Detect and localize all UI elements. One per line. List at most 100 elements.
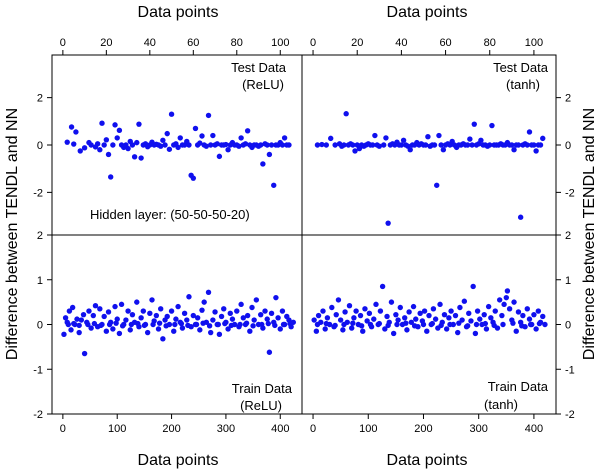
data-point (105, 309, 112, 315)
data-point (113, 320, 119, 326)
data-point (341, 142, 347, 148)
data-point (199, 307, 205, 313)
data-point (491, 322, 497, 329)
panel-annotation-line-2: (tanh) (506, 77, 540, 92)
data-point (342, 309, 348, 315)
x-tick-label: 400 (525, 423, 543, 435)
data-point (357, 312, 364, 319)
data-point (73, 129, 79, 135)
data-point (184, 317, 190, 323)
data-point (277, 326, 283, 332)
data-point (474, 308, 481, 314)
data-point (393, 311, 399, 318)
data-point (468, 318, 474, 324)
data-point (408, 319, 415, 325)
data-point (343, 111, 349, 117)
data-point (205, 112, 212, 119)
data-point (346, 303, 353, 309)
data-point (385, 322, 391, 329)
data-point (332, 142, 338, 148)
data-point (81, 350, 88, 357)
data-point (81, 145, 88, 151)
panel-annotation-line-1: Test Data (231, 60, 287, 75)
data-point (400, 137, 407, 143)
data-point (164, 130, 170, 137)
data-point (101, 313, 107, 320)
data-point (473, 321, 480, 328)
data-point (156, 320, 163, 326)
data-point (515, 142, 522, 148)
data-point (160, 137, 166, 143)
data-point (110, 326, 116, 332)
y-tick-label: 2 (37, 93, 43, 105)
data-point (333, 311, 339, 318)
data-point (441, 311, 448, 318)
data-point (527, 321, 534, 328)
data-point (352, 148, 358, 154)
data-point (376, 320, 383, 327)
data-point (540, 135, 546, 142)
data-point (384, 313, 390, 320)
data-point (244, 128, 251, 134)
data-point (533, 326, 539, 332)
data-point (332, 322, 338, 329)
data-point (513, 328, 519, 334)
data-point (177, 135, 183, 141)
data-point (469, 142, 475, 148)
data-point (395, 317, 401, 323)
data-point (178, 320, 185, 327)
data-point (455, 329, 461, 336)
data-point (411, 323, 418, 329)
x-tick-label: 200 (414, 423, 432, 435)
data-point (172, 321, 178, 328)
data-point (322, 326, 328, 332)
data-point (478, 137, 484, 143)
data-point (166, 146, 173, 152)
data-point (431, 142, 438, 148)
data-point (417, 310, 423, 317)
left-y-axis-title: Difference between TENDL and NN (4, 108, 21, 360)
data-point (266, 349, 273, 355)
data-point (509, 142, 515, 148)
data-point (265, 320, 272, 327)
data-point (535, 308, 542, 314)
data-point (207, 329, 214, 336)
top-right-x-axis-title: Data points (387, 4, 468, 21)
data-point (324, 315, 331, 321)
panel-annotation-line-1: Train Data (488, 379, 549, 394)
data-point (481, 311, 487, 318)
data-point (287, 320, 293, 327)
data-point (140, 308, 147, 314)
panel-annotation-line-1: Test Data (493, 60, 549, 75)
data-point (78, 317, 85, 323)
data-point (131, 154, 138, 160)
data-point (372, 132, 378, 139)
data-point (366, 310, 373, 317)
data-point (201, 299, 207, 305)
data-point (179, 325, 186, 331)
x-tick-label: 100 (271, 37, 289, 49)
y-tick-label: 2 (37, 230, 43, 242)
y-tick-label: 0 (565, 140, 571, 152)
data-point (492, 308, 498, 314)
data-point (517, 214, 524, 220)
x-tick-label: 40 (144, 37, 156, 49)
y-tick-label: 2 (565, 230, 571, 242)
panel-annotation-line-2: (ReLU) (242, 77, 284, 92)
data-point (464, 142, 471, 148)
data-point (149, 297, 155, 303)
data-point (457, 304, 463, 311)
data-point (461, 298, 468, 304)
data-point (222, 320, 228, 327)
data-point (74, 316, 80, 322)
data-point (66, 308, 73, 314)
panel-annotation-line-1: Train Data (232, 381, 293, 396)
data-point (162, 142, 168, 148)
data-point (197, 140, 203, 146)
data-point (91, 320, 98, 327)
data-point (536, 320, 543, 327)
data-point (164, 313, 170, 320)
data-point (227, 310, 233, 317)
data-point (116, 127, 123, 134)
data-point (358, 323, 365, 329)
